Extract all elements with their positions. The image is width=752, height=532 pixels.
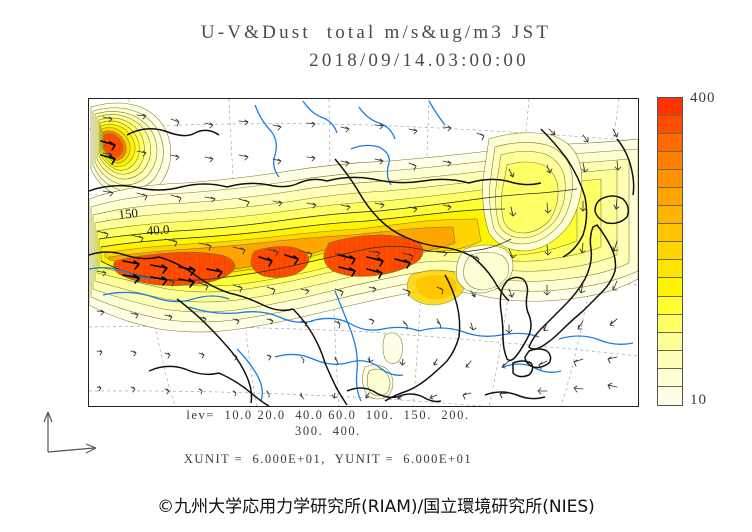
colorbar-band-2 xyxy=(658,134,682,153)
contour-label-group: 150 40.0 xyxy=(118,205,170,238)
wind-vector-field xyxy=(96,113,622,400)
page-title: U-V&Dust total m/s&ug/m3 JST xyxy=(200,22,552,43)
colorbar[interactable] xyxy=(657,97,683,406)
chart-title-block: U-V&Dust total m/s&ug/m3 JST 2018/09/14.… xyxy=(0,22,752,72)
colorbar-max-label: 400 xyxy=(690,90,716,106)
contour-level-line-2: 300. 400. xyxy=(295,424,361,438)
colorbar-band-16 xyxy=(658,386,682,405)
colorbar-band-15 xyxy=(658,368,682,387)
coastline-borders xyxy=(89,128,635,406)
contour-label-40: 40.0 xyxy=(146,221,170,238)
colorbar-band-7 xyxy=(658,224,682,243)
contour-level-line-1: lev= 10.0 20.0 40.0 60.0 100. 150. 200. xyxy=(186,408,470,422)
colorbar-band-13 xyxy=(658,332,682,351)
colorbar-min-label: 10 xyxy=(690,392,707,408)
dust-concentration-map[interactable]: 150 40.0 xyxy=(88,98,639,407)
colorbar-band-11 xyxy=(658,296,682,315)
colorbar-band-6 xyxy=(658,206,682,225)
colorbar-band-4 xyxy=(658,170,682,189)
colorbar-band-12 xyxy=(658,314,682,333)
colorbar-band-1 xyxy=(658,116,682,135)
axis-unit-label: XUNIT = 6.000E+01, YUNIT = 6.000E+01 xyxy=(183,452,473,466)
colorbar-band-14 xyxy=(658,350,682,369)
colorbar-band-5 xyxy=(658,188,682,207)
copyright-credit: ©九州大学応用力学研究所(RIAM)/国立環境研究所(NIES) xyxy=(157,497,595,517)
colorbar-band-0 xyxy=(658,98,682,117)
colorbar-band-9 xyxy=(658,260,682,279)
colorbar-band-3 xyxy=(658,152,682,171)
colorbar-band-8 xyxy=(658,242,682,261)
contour-label-150: 150 xyxy=(118,205,139,222)
colorbar-band-10 xyxy=(658,278,682,297)
vector-scale-reference xyxy=(43,411,97,454)
chart-timestamp: 2018/09/14.03:00:00 xyxy=(309,50,529,71)
map-canvas: 150 40.0 xyxy=(89,99,638,406)
